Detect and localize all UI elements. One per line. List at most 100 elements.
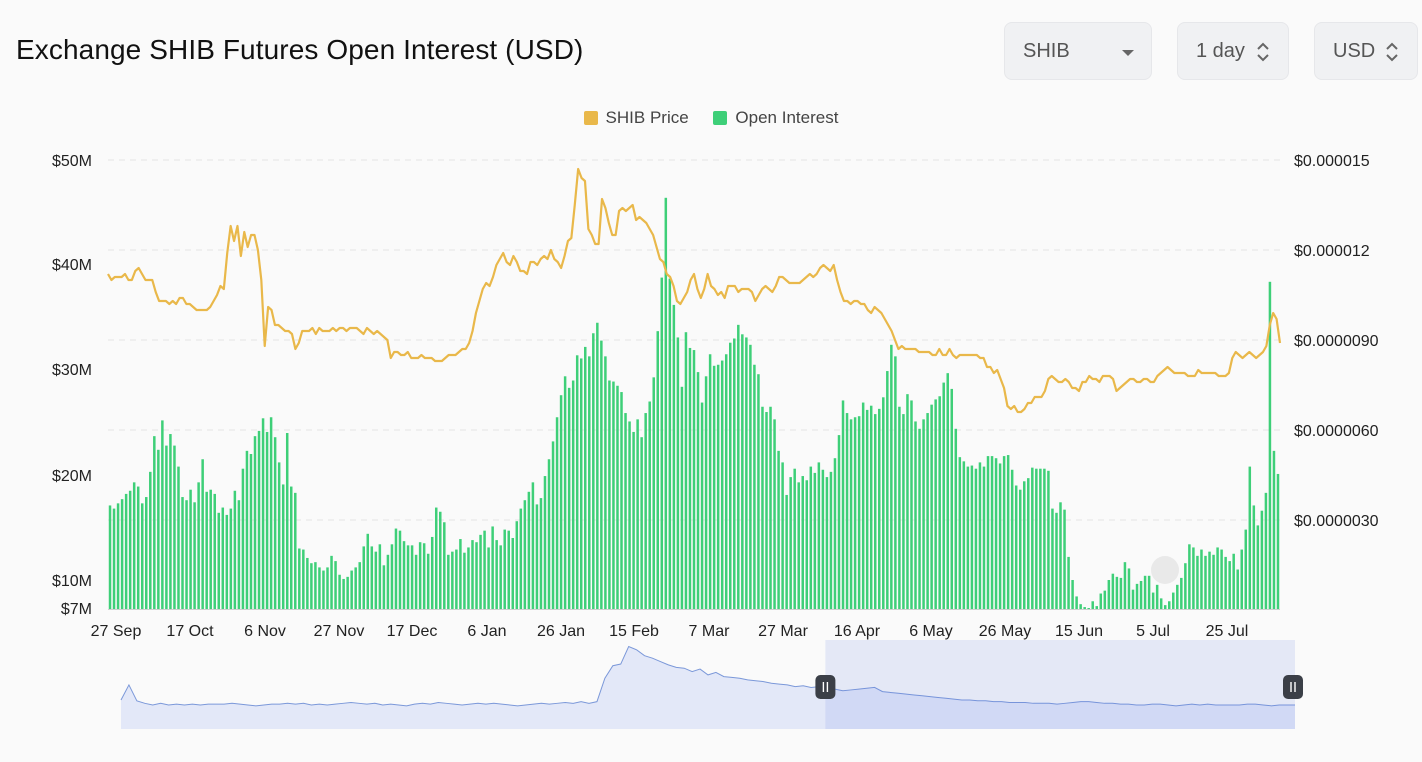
open-interest-bar[interactable]: [1006, 455, 1010, 609]
open-interest-bar[interactable]: [1010, 469, 1014, 609]
open-interest-bar[interactable]: [716, 364, 720, 609]
open-interest-bar[interactable]: [281, 484, 285, 609]
open-interest-bar[interactable]: [1192, 547, 1195, 609]
legend-item-open-interest[interactable]: Open Interest: [713, 108, 838, 128]
open-interest-bar[interactable]: [116, 503, 120, 609]
open-interest-bar[interactable]: [535, 504, 539, 609]
open-interest-bar[interactable]: [612, 381, 615, 609]
open-interest-bar[interactable]: [801, 476, 804, 609]
open-interest-bar[interactable]: [451, 551, 454, 609]
open-interest-bar[interactable]: [805, 480, 809, 609]
open-interest-bar[interactable]: [729, 342, 732, 609]
open-interest-bar[interactable]: [318, 567, 321, 609]
open-interest-bar[interactable]: [205, 491, 208, 609]
open-interest-bar[interactable]: [837, 435, 841, 609]
open-interest-bar[interactable]: [543, 476, 547, 609]
open-interest-bar[interactable]: [708, 354, 712, 609]
open-interest-bar[interactable]: [712, 365, 716, 609]
open-interest-bar[interactable]: [1172, 592, 1175, 609]
open-interest-bar[interactable]: [1168, 601, 1171, 609]
open-interest-bar[interactable]: [354, 567, 357, 609]
open-interest-bar[interactable]: [644, 413, 647, 609]
open-interest-bar[interactable]: [829, 471, 833, 609]
open-interest-bar[interactable]: [962, 461, 966, 609]
open-interest-bar[interactable]: [978, 462, 982, 609]
open-interest-bar[interactable]: [386, 554, 390, 609]
open-interest-bar[interactable]: [845, 413, 849, 609]
open-interest-bar[interactable]: [680, 386, 684, 609]
open-interest-bar[interactable]: [809, 466, 813, 609]
open-interest-bar[interactable]: [930, 404, 933, 609]
open-interest-bar[interactable]: [563, 376, 567, 609]
open-interest-bar[interactable]: [346, 576, 349, 609]
open-interest-bar[interactable]: [684, 332, 688, 609]
open-interest-bar[interactable]: [177, 466, 180, 609]
open-interest-bar[interactable]: [745, 337, 748, 609]
open-interest-bar[interactable]: [269, 417, 273, 609]
open-interest-bar[interactable]: [821, 469, 825, 609]
open-interest-bar[interactable]: [418, 542, 422, 609]
open-interest-bar[interactable]: [1260, 510, 1264, 609]
open-interest-bar[interactable]: [1115, 576, 1119, 609]
open-interest-bar[interactable]: [724, 354, 728, 609]
open-interest-bar[interactable]: [1236, 569, 1239, 610]
open-interest-bar[interactable]: [108, 505, 112, 609]
open-interest-bar[interactable]: [1107, 580, 1111, 609]
open-interest-bar[interactable]: [531, 482, 535, 609]
open-interest-bar[interactable]: [636, 419, 639, 609]
open-interest-bar[interactable]: [994, 458, 998, 609]
open-interest-bar[interactable]: [1127, 568, 1131, 609]
open-interest-bar[interactable]: [294, 492, 297, 609]
open-interest-bar[interactable]: [789, 477, 792, 609]
open-interest-bar[interactable]: [523, 500, 527, 609]
open-interest-bar[interactable]: [1071, 580, 1074, 609]
open-interest-bar[interactable]: [950, 388, 954, 609]
open-interest-bar[interactable]: [322, 570, 325, 609]
open-interest-bar[interactable]: [342, 578, 345, 609]
open-interest-bar[interactable]: [430, 536, 434, 609]
open-interest-bar[interactable]: [277, 462, 281, 609]
open-interest-bar[interactable]: [817, 462, 821, 609]
open-interest-bar[interactable]: [189, 489, 192, 609]
open-interest-bar[interactable]: [382, 565, 386, 609]
open-interest-bar[interactable]: [310, 563, 313, 609]
open-interest-bar[interactable]: [571, 380, 575, 610]
open-interest-bar[interactable]: [1204, 555, 1207, 609]
open-interest-bar[interactable]: [120, 499, 124, 609]
open-interest-bar[interactable]: [165, 445, 168, 609]
open-interest-bar[interactable]: [487, 547, 490, 609]
open-interest-bar[interactable]: [358, 562, 361, 609]
open-interest-bar[interactable]: [1095, 606, 1099, 609]
open-interest-bar[interactable]: [221, 507, 225, 609]
open-interest-bar[interactable]: [624, 413, 627, 609]
open-interest-bar[interactable]: [467, 547, 470, 609]
open-interest-bar[interactable]: [1031, 467, 1034, 609]
open-interest-bar[interactable]: [761, 406, 764, 609]
navigator-selection[interactable]: [825, 640, 1295, 729]
open-interest-bar[interactable]: [511, 538, 515, 609]
open-interest-bar[interactable]: [620, 392, 623, 609]
open-interest-bar[interactable]: [632, 431, 635, 609]
open-interest-bar[interactable]: [946, 373, 949, 609]
open-interest-bar[interactable]: [628, 421, 631, 609]
open-interest-bar[interactable]: [1067, 556, 1070, 609]
open-interest-bar[interactable]: [1200, 549, 1203, 609]
open-interest-bar[interactable]: [479, 534, 482, 609]
open-interest-bar[interactable]: [1208, 551, 1211, 609]
open-interest-bar[interactable]: [668, 278, 672, 609]
open-interest-bar[interactable]: [773, 419, 776, 609]
open-interest-bar[interactable]: [696, 372, 700, 609]
open-interest-bar[interactable]: [1220, 549, 1223, 609]
open-interest-bar[interactable]: [1047, 470, 1050, 609]
open-interest-bar[interactable]: [700, 402, 704, 609]
open-interest-bar[interactable]: [370, 546, 374, 609]
open-interest-bar[interactable]: [737, 324, 740, 609]
open-interest-bar[interactable]: [213, 493, 216, 609]
open-interest-bar[interactable]: [447, 554, 450, 609]
open-interest-bar[interactable]: [406, 545, 410, 609]
open-interest-bar[interactable]: [869, 405, 873, 609]
open-interest-bar[interactable]: [499, 545, 502, 609]
open-interest-bar[interactable]: [914, 421, 917, 609]
open-interest-bar[interactable]: [547, 459, 551, 609]
open-interest-bar[interactable]: [890, 344, 893, 609]
